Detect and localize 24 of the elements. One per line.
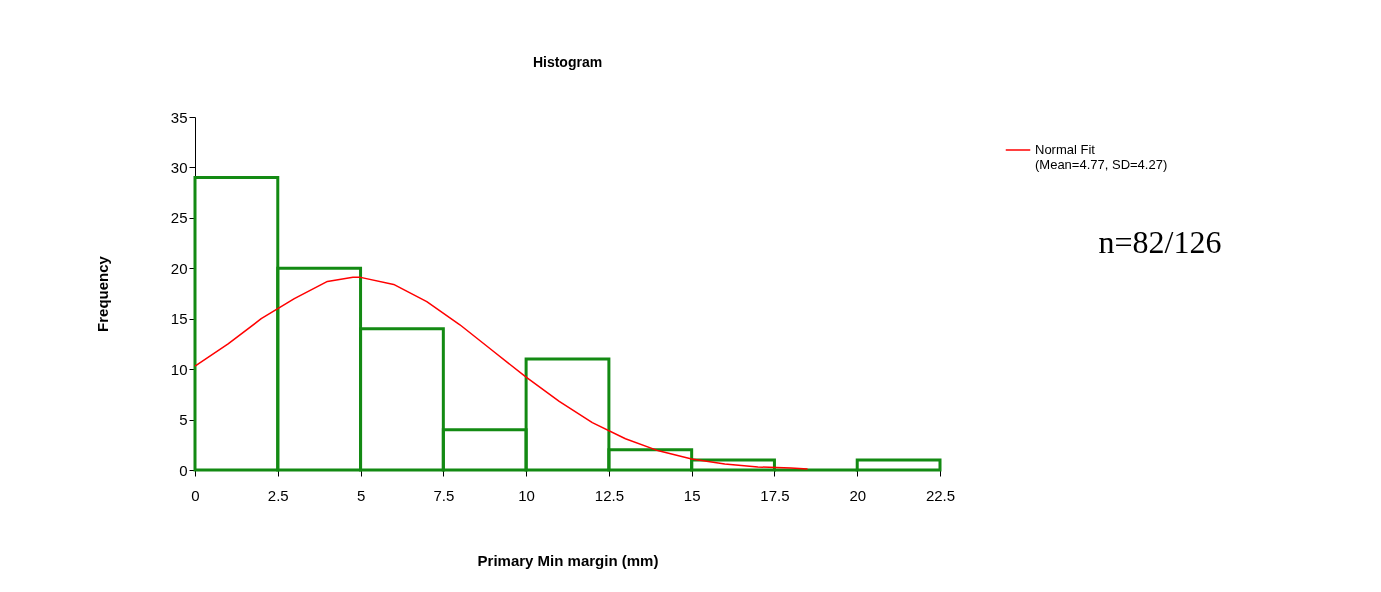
x-tick-label: 15 [683, 486, 701, 504]
text: n=82/126 [1098, 224, 1222, 260]
y-tick-label: 20 [170, 259, 188, 277]
line-series [194, 276, 809, 470]
x-tick-label: 5 [356, 486, 366, 504]
y-tick-label: 10 [170, 360, 188, 378]
x-tick-label: 7.5 [433, 486, 455, 504]
y-tick-label: 5 [179, 411, 188, 429]
x-tick-label: 0 [191, 486, 200, 504]
x-tick-label: 10 [518, 486, 535, 504]
y-tick-label: 35 [170, 108, 188, 126]
x-axis-title: Primary Min margin (mm) [477, 551, 659, 569]
x-tick-label: 17.5 [760, 486, 790, 504]
y-tick-label: 15 [170, 310, 188, 328]
x-tick-label: 20 [849, 486, 867, 504]
x-tick-label: 12.5 [594, 486, 624, 504]
y-tick-label: 30 [170, 158, 188, 176]
y-tick-label: 25 [170, 209, 188, 227]
legend-label: Normal Fit (Mean=4.77, SD=4.27) [1035, 142, 1168, 172]
x-tick-label: 2.5 [267, 486, 289, 504]
y-tick-label: 0 [179, 461, 188, 479]
y-axis-title: Frequency [93, 255, 111, 332]
chart-title: Histogram [532, 54, 603, 70]
x-tick-label: 22.5 [925, 486, 956, 504]
